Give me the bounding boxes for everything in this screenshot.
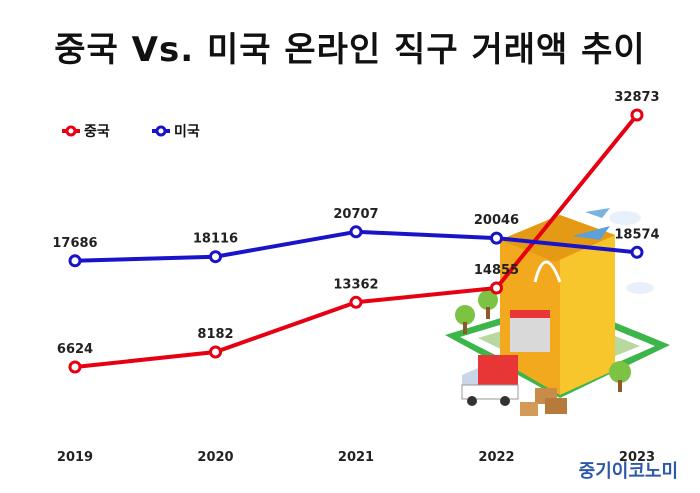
x-tick-label: 2019 [57, 450, 93, 465]
chart-title: 중국 Vs. 미국 온라인 직구 거래액 추이 [54, 30, 646, 70]
series-lines [68, 108, 644, 374]
data-label: 14855 [474, 263, 519, 278]
data-point [68, 360, 82, 374]
data-label: 18574 [614, 227, 659, 242]
legend-swatch-marker [65, 125, 77, 137]
legend: 중국 미국 [62, 124, 200, 140]
legend-label: 미국 [174, 124, 200, 140]
shopping-illustration [445, 208, 670, 416]
data-label: 8182 [197, 327, 233, 342]
data-label: 6624 [57, 342, 93, 357]
data-point [68, 254, 82, 268]
legend-swatch-marker [155, 125, 167, 137]
x-tick-label: 2021 [338, 450, 374, 465]
data-label: 32873 [614, 90, 659, 105]
data-point [349, 295, 363, 309]
data-point [349, 225, 363, 239]
x-tick-label: 2022 [478, 450, 514, 465]
data-point [490, 231, 503, 245]
data-point [209, 250, 222, 264]
data-label: 17686 [52, 236, 97, 251]
data-point [209, 345, 222, 359]
data-label: 18116 [193, 232, 238, 247]
data-label: 20046 [474, 213, 519, 228]
x-axis-ticks: 2019 2020 2021 2022 2023 [57, 450, 655, 465]
x-tick-label: 2023 [619, 450, 655, 465]
data-point [490, 281, 503, 295]
legend-label: 중국 [84, 124, 110, 140]
data-point [630, 108, 644, 122]
data-point [630, 245, 644, 259]
watermark-logo: 중기이코노미 [578, 461, 678, 482]
data-label: 20707 [333, 207, 378, 222]
data-labels: 6624 8182 13362 14855 32873 17686 18116 20707 20… [52, 90, 659, 357]
data-label: 13362 [333, 277, 378, 292]
x-tick-label: 2020 [197, 450, 233, 465]
